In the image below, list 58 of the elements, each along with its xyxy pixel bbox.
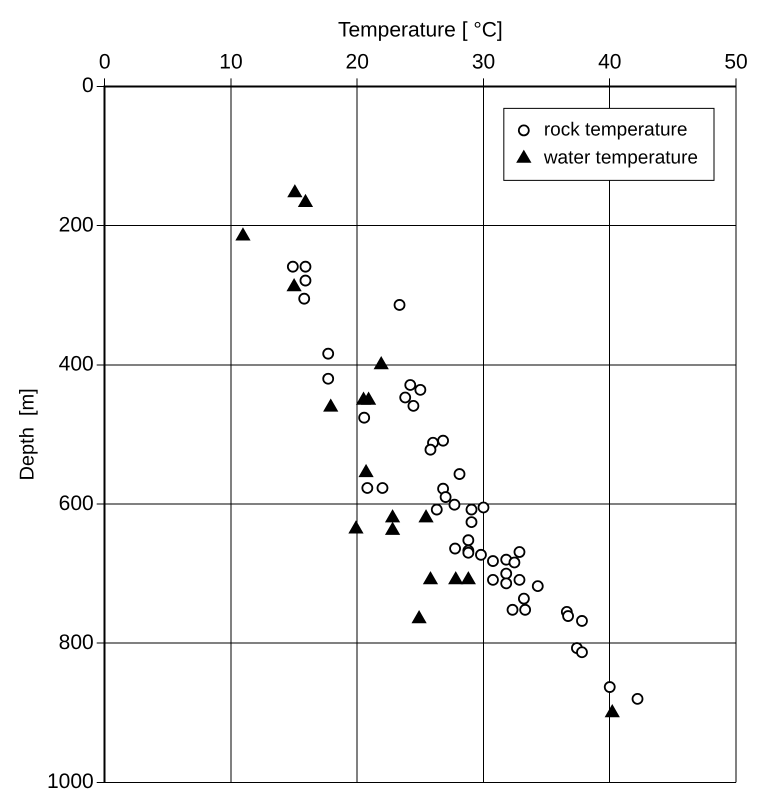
x-tick-label: 10 <box>219 50 243 74</box>
point <box>576 646 588 658</box>
y-tick-label: 400 <box>58 352 94 376</box>
x-tick-label: 40 <box>598 50 622 74</box>
point <box>300 260 312 273</box>
x-tick-label: 50 <box>724 50 748 74</box>
point <box>358 412 370 424</box>
point <box>487 574 499 586</box>
x-tick-label: 0 <box>98 50 111 74</box>
point <box>437 434 449 447</box>
point <box>361 482 374 494</box>
point <box>604 681 616 693</box>
legend-label: water temperature <box>542 148 698 169</box>
point <box>449 542 461 554</box>
point <box>532 580 544 592</box>
x-tick-label: 20 <box>346 50 369 74</box>
point <box>408 400 420 412</box>
point <box>430 504 443 516</box>
point <box>394 299 406 311</box>
point <box>298 292 310 305</box>
y-axis-title: Depth [m] <box>16 388 39 481</box>
point <box>632 692 644 705</box>
point <box>286 260 299 273</box>
point <box>506 604 518 616</box>
point <box>424 444 436 456</box>
legend-label: rock temperature <box>544 120 688 141</box>
point <box>478 502 490 514</box>
y-tick-label: 0 <box>82 74 94 98</box>
point <box>440 491 452 503</box>
point <box>514 546 526 558</box>
point <box>376 482 388 494</box>
point <box>399 392 412 404</box>
point <box>576 615 588 627</box>
y-tick-label: 600 <box>58 492 94 515</box>
point <box>322 348 334 360</box>
point <box>514 574 526 586</box>
point <box>518 592 530 605</box>
point <box>454 468 466 480</box>
point <box>562 610 574 622</box>
point <box>466 504 478 516</box>
point <box>322 372 334 385</box>
y-tick-label: 1000 <box>47 770 94 794</box>
x-tick-label: 30 <box>472 50 496 74</box>
point <box>500 577 512 590</box>
y-tick-label: 200 <box>58 213 94 236</box>
point <box>466 516 478 528</box>
x-axis-title: Temperature [ °C] <box>338 18 503 42</box>
point <box>500 568 512 580</box>
point <box>414 384 426 396</box>
point <box>404 379 416 391</box>
point <box>462 534 474 546</box>
point <box>448 498 460 511</box>
point <box>508 556 520 568</box>
point <box>487 555 499 567</box>
point <box>519 604 532 616</box>
point <box>475 548 487 561</box>
y-tick-label: 800 <box>58 630 94 654</box>
point <box>300 274 312 286</box>
